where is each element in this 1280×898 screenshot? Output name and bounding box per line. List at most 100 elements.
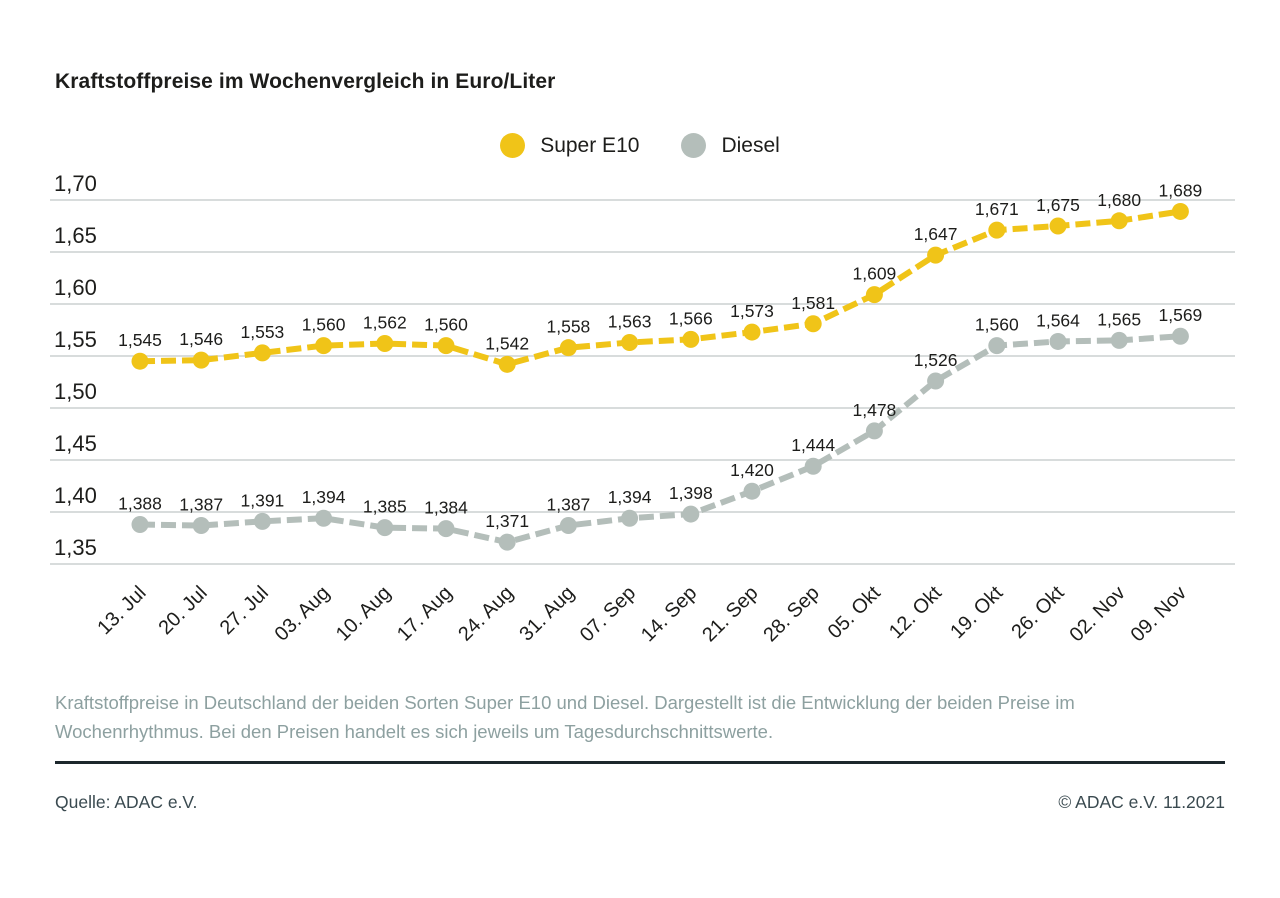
y-axis-tick-label: 1,65 bbox=[54, 223, 97, 248]
data-point bbox=[927, 372, 945, 390]
x-axis-tick-label: 14. Sep bbox=[637, 582, 701, 646]
data-point-label: 1,545 bbox=[118, 330, 162, 350]
data-point bbox=[131, 515, 149, 533]
legend-label-diesel: Diesel bbox=[721, 133, 780, 157]
x-axis-tick-label: 21. Sep bbox=[698, 582, 762, 646]
y-axis-tick-label: 1,35 bbox=[54, 535, 97, 560]
data-point bbox=[253, 344, 271, 362]
y-axis-tick-label: 1,50 bbox=[54, 379, 97, 404]
data-point bbox=[315, 509, 333, 527]
data-point-label: 1,647 bbox=[914, 224, 958, 244]
legend-item-super-e10: Super E10 bbox=[500, 133, 639, 158]
data-point bbox=[131, 352, 149, 370]
legend-label-super-e10: Super E10 bbox=[540, 133, 640, 157]
data-point bbox=[1110, 212, 1128, 230]
data-point-label: 1,566 bbox=[669, 308, 713, 328]
data-point-label: 1,444 bbox=[791, 435, 835, 455]
data-point-label: 1,542 bbox=[485, 333, 529, 353]
y-axis-tick-label: 1,55 bbox=[54, 327, 97, 352]
divider-rule bbox=[55, 761, 1225, 764]
data-point-label: 1,398 bbox=[669, 483, 713, 503]
data-point-label: 1,387 bbox=[179, 495, 223, 515]
data-point-label: 1,420 bbox=[730, 460, 774, 480]
data-point-label: 1,581 bbox=[791, 293, 835, 313]
x-axis-tick-label: 09. Nov bbox=[1127, 582, 1191, 646]
data-point bbox=[682, 330, 700, 348]
data-point-label: 1,391 bbox=[241, 490, 285, 510]
copyright-label: © ADAC e.V. 11.2021 bbox=[1058, 792, 1225, 812]
x-axis-tick-label: 26. Okt bbox=[1007, 582, 1068, 643]
y-axis-tick-label: 1,60 bbox=[54, 275, 97, 300]
super-e10-series-dot-icon bbox=[500, 133, 526, 158]
data-point-label: 1,385 bbox=[363, 497, 407, 517]
data-point-label: 1,562 bbox=[363, 313, 407, 333]
data-point bbox=[743, 482, 761, 500]
data-point bbox=[1049, 332, 1067, 350]
data-point-label: 1,384 bbox=[424, 498, 468, 518]
data-point-label: 1,388 bbox=[118, 493, 162, 513]
data-point bbox=[865, 422, 883, 440]
data-point bbox=[621, 509, 639, 527]
footer: Quelle: ADAC e.V. © ADAC e.V. 11.2021 bbox=[55, 792, 1225, 813]
data-point bbox=[1171, 202, 1189, 220]
x-axis-tick-label: 07. Sep bbox=[576, 582, 640, 646]
legend: Super E10 Diesel bbox=[0, 133, 1280, 158]
x-axis-tick-label: 02. Nov bbox=[1065, 582, 1129, 646]
x-axis-tick-label: 03. Aug bbox=[271, 582, 335, 646]
data-point bbox=[988, 221, 1006, 239]
data-point-label: 1,558 bbox=[547, 317, 591, 337]
data-point bbox=[865, 286, 883, 304]
x-axis-tick-label: 31. Aug bbox=[515, 582, 579, 646]
data-point-label: 1,387 bbox=[547, 495, 591, 515]
legend-item-diesel: Diesel bbox=[681, 133, 780, 158]
data-point bbox=[621, 333, 639, 351]
data-point bbox=[743, 323, 761, 341]
data-point-label: 1,553 bbox=[241, 322, 285, 342]
chart-description: Kraftstoffpreise in Deutschland der beid… bbox=[55, 692, 1075, 742]
data-point bbox=[315, 337, 333, 355]
source-label: Quelle: ADAC e.V. bbox=[55, 792, 198, 812]
data-point bbox=[927, 246, 945, 264]
data-point-label: 1,675 bbox=[1036, 195, 1080, 215]
data-point-label: 1,371 bbox=[485, 511, 529, 531]
data-point-label: 1,671 bbox=[975, 199, 1019, 219]
data-point bbox=[253, 512, 271, 530]
y-axis-tick-label: 1,45 bbox=[54, 431, 97, 456]
data-point bbox=[559, 517, 577, 535]
data-point-label: 1,560 bbox=[424, 315, 468, 335]
x-axis-tick-label: 10. Aug bbox=[332, 582, 396, 646]
y-axis-tick-label: 1,70 bbox=[54, 171, 97, 196]
y-axis-tick-label: 1,40 bbox=[54, 483, 97, 508]
series-line-super-e10 bbox=[139, 208, 1181, 368]
data-point-label: 1,394 bbox=[302, 487, 346, 507]
data-point bbox=[988, 337, 1006, 355]
x-axis-tick-label: 12. Okt bbox=[885, 582, 946, 643]
data-point bbox=[804, 457, 822, 475]
data-point-label: 1,563 bbox=[608, 311, 652, 331]
data-point-label: 1,689 bbox=[1159, 180, 1203, 200]
chart-title: Kraftstoffpreise im Wochenvergleich in E… bbox=[55, 70, 556, 93]
data-point bbox=[682, 505, 700, 523]
data-point-label: 1,560 bbox=[975, 315, 1019, 335]
data-point bbox=[376, 335, 394, 353]
data-point-label: 1,546 bbox=[179, 329, 223, 349]
data-point-label: 1,573 bbox=[730, 301, 774, 321]
data-point bbox=[437, 337, 455, 355]
x-axis-tick-label: 20. Jul bbox=[155, 582, 212, 639]
data-point bbox=[1049, 217, 1067, 235]
data-point bbox=[437, 520, 455, 538]
data-point bbox=[498, 533, 516, 551]
x-axis-tick-label: 05. Okt bbox=[824, 582, 885, 643]
x-axis-tick-label: 24. Aug bbox=[454, 582, 518, 646]
x-axis-tick-label: 27. Jul bbox=[216, 582, 273, 639]
data-point bbox=[804, 315, 822, 333]
data-point-label: 1,569 bbox=[1159, 305, 1203, 325]
data-point bbox=[1110, 331, 1128, 349]
x-axis-tick-label: 17. Aug bbox=[393, 582, 457, 646]
data-point-label: 1,564 bbox=[1036, 310, 1080, 330]
data-point bbox=[192, 517, 210, 535]
series-line-diesel bbox=[139, 333, 1181, 546]
data-point-label: 1,478 bbox=[853, 400, 897, 420]
